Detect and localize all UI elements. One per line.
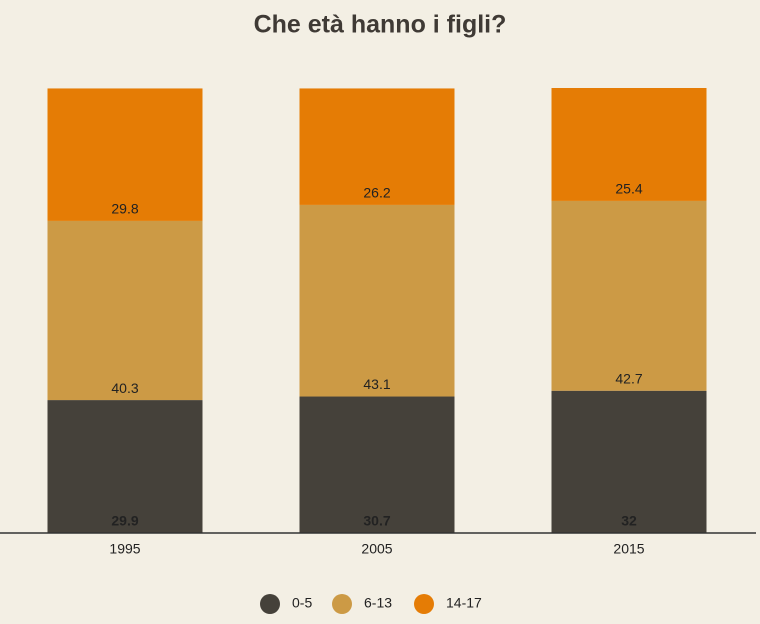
bar-segment <box>47 400 203 533</box>
legend-marker <box>332 594 352 614</box>
x-tick-label: 2015 <box>613 541 644 557</box>
bar-segment <box>299 396 455 533</box>
bar-segment <box>551 88 707 201</box>
value-label: 29.8 <box>111 201 138 217</box>
value-label: 25.4 <box>615 181 642 197</box>
bar-segment <box>47 220 203 401</box>
value-label: 32 <box>621 513 637 529</box>
bar-segment <box>299 204 455 397</box>
value-label: 43.1 <box>363 376 390 392</box>
bar-segment <box>551 200 707 391</box>
value-label: 26.2 <box>363 185 390 201</box>
bar-segment <box>299 88 455 205</box>
legend-label: 14-17 <box>446 595 482 611</box>
value-label: 42.7 <box>615 370 642 386</box>
value-label: 40.3 <box>111 380 138 396</box>
legend-label: 6-13 <box>364 595 392 611</box>
legend-marker <box>260 594 280 614</box>
legend-marker <box>414 594 434 614</box>
x-tick-label: 2005 <box>361 541 392 557</box>
bar-segment <box>47 88 203 221</box>
chart-title: Che età hanno i figli? <box>254 11 507 39</box>
value-label: 30.7 <box>363 513 390 529</box>
bar-segment <box>551 390 707 533</box>
x-tick-label: 1995 <box>109 541 140 557</box>
legend-label: 0-5 <box>292 595 312 611</box>
value-label: 29.9 <box>111 513 138 529</box>
